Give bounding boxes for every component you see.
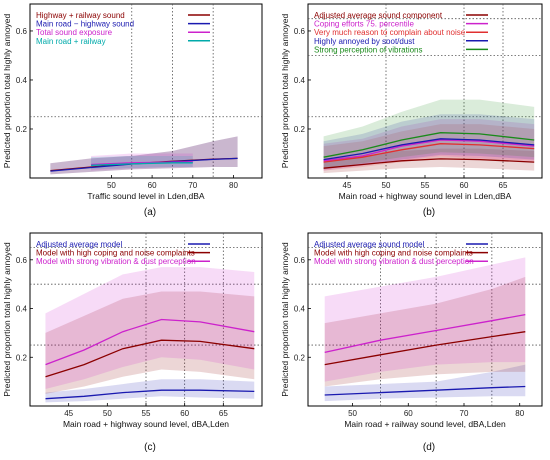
plot-frame	[29, 3, 263, 179]
y-tick-label: 0.2	[16, 353, 28, 362]
y-tick-label: 0.2	[294, 125, 306, 134]
x-axis-label: Main road + railway sound level, dBA,Lde…	[344, 419, 506, 429]
legend-entry-label: Very much reason to complain about noise	[314, 28, 466, 37]
y-tick-label: 0.6	[16, 27, 28, 36]
series-line	[324, 331, 526, 366]
legend-entry-label: Highway + railway sound	[36, 11, 125, 20]
x-axis-label: Traffic sound level in Lden,dBA	[87, 191, 205, 201]
legend-entry-label: Adjusted average sound component	[314, 11, 443, 20]
series-line	[324, 385, 526, 396]
y-axis-label: Predicted proportion total highly annoye…	[2, 242, 12, 397]
y-axis-label: Predicted proportion total highly annoye…	[2, 13, 12, 168]
x-axis-label: Main road + highway sound level in Lden,…	[339, 191, 512, 201]
y-tick-label: 0.6	[16, 256, 28, 265]
x-tick-label: 55	[142, 409, 151, 418]
panel-label: (b)	[423, 207, 435, 218]
chart-panel-b: 45 50 55 60 65 0.2 0.4 0.6 Main road + highway s…	[280, 3, 543, 218]
series-line	[45, 318, 255, 366]
x-tick-label: 50	[348, 409, 357, 418]
legend-entry-label: Adjusted average sound model	[314, 240, 425, 249]
y-tick-label: 0.4	[294, 305, 306, 314]
y-tick-label: 0.4	[16, 305, 28, 314]
legend-entry-label: Model with high coping and noise complai…	[314, 249, 473, 258]
legend-entry-label: Highly annoyed by soot/dust	[314, 37, 415, 46]
series-line	[45, 339, 255, 378]
x-tick-label: 70	[460, 409, 469, 418]
x-tick-label: 65	[499, 181, 508, 190]
x-tick-label: 45	[343, 181, 352, 190]
y-tick-label: 0.6	[294, 27, 306, 36]
x-tick-label: 60	[180, 409, 189, 418]
y-tick-label: 0.4	[16, 76, 28, 85]
series-line	[323, 158, 535, 169]
plot-frame	[307, 232, 543, 407]
legend-entry-label: Model with high coping and noise complai…	[36, 249, 195, 258]
x-tick-label: 45	[64, 409, 73, 418]
series-line	[323, 132, 535, 158]
x-tick-label: 50	[103, 409, 112, 418]
x-tick-label: 60	[148, 181, 157, 190]
x-tick-label: 70	[188, 181, 197, 190]
x-tick-label: 65	[219, 409, 228, 418]
panel-label: (d)	[423, 442, 435, 453]
x-tick-label: 50	[107, 181, 116, 190]
panel-label: (a)	[144, 207, 156, 218]
legend-entry-label: Adjusted average model	[36, 240, 123, 249]
y-tick-label: 0.6	[294, 256, 306, 265]
series-line	[323, 143, 535, 163]
chart-panel-a: 50 60 70 80 0.2 0.4 0.6 Traffic sound level in …	[2, 3, 263, 218]
series-line	[91, 162, 193, 166]
legend-entry-label: Main road − highway sound	[36, 20, 134, 29]
confidence-band	[324, 257, 526, 382]
series-line	[323, 138, 535, 161]
legend-entry-label: Main road + railway	[36, 37, 106, 46]
x-tick-label: 80	[515, 409, 524, 418]
legend-entry-label: Strong perception of vibrations	[314, 45, 423, 54]
confidence-band	[323, 124, 535, 171]
y-axis-label: Predicted proportion total highly annoye…	[280, 242, 290, 397]
y-tick-label: 0.2	[16, 125, 28, 134]
panel-label: (c)	[144, 442, 156, 453]
legend-entry-label: Model with strong vibration & dust perce…	[314, 257, 474, 266]
x-axis-label: Main road + highway sound level, dBA,Lde…	[63, 419, 229, 429]
y-tick-label: 0.2	[294, 353, 306, 362]
series-line	[323, 139, 535, 162]
x-tick-label: 60	[404, 409, 413, 418]
x-tick-label: 55	[421, 181, 430, 190]
confidence-band	[324, 276, 526, 387]
chart-panel-d: 50 60 70 80 0.2 0.4 0.6 Main road + railway sou…	[280, 232, 543, 453]
x-tick-label: 60	[460, 181, 469, 190]
legend-entry-label: Coping efforts 75. percentile	[314, 20, 414, 29]
y-tick-label: 0.4	[294, 76, 306, 85]
legend-entry-label: Model with strong vibration & dust perce…	[36, 257, 196, 266]
y-axis-label: Predicted proportion total highly annoye…	[280, 13, 290, 168]
legend-entry-label: Total sound exposure	[36, 28, 113, 37]
confidence-band	[324, 364, 526, 402]
chart-panel-c: 45 50 55 60 65 0.2 0.4 0.6 Main road + highway s…	[2, 232, 263, 453]
x-tick-label: 80	[229, 181, 238, 190]
series-line	[324, 313, 526, 354]
series-line	[91, 161, 193, 166]
series-line	[45, 389, 255, 400]
x-tick-label: 50	[382, 181, 391, 190]
